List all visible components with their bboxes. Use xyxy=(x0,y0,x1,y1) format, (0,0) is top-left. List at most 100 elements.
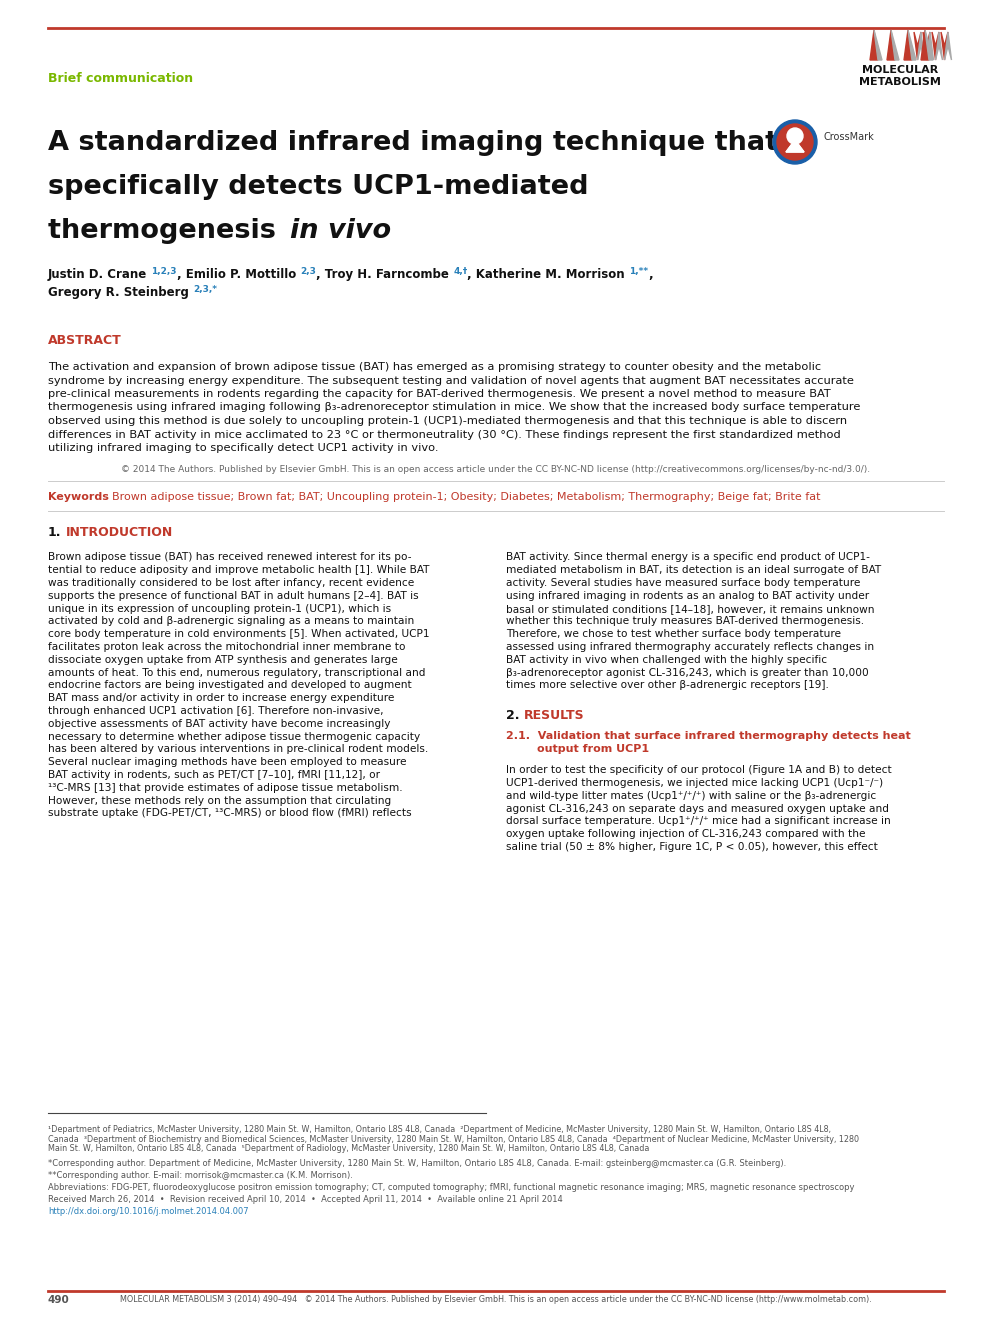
Text: **Corresponding author. E-mail: morrisok@mcmaster.ca (K.M. Morrison).: **Corresponding author. E-mail: morrisok… xyxy=(48,1171,353,1180)
Circle shape xyxy=(773,120,817,164)
Text: agonist CL-316,243 on separate days and measured oxygen uptake and: agonist CL-316,243 on separate days and … xyxy=(506,803,889,814)
Text: 1,2,3: 1,2,3 xyxy=(152,267,177,277)
Text: 2,3: 2,3 xyxy=(301,267,316,277)
Text: pre-clinical measurements in rodents regarding the capacity for BAT-derived ther: pre-clinical measurements in rodents reg… xyxy=(48,389,830,400)
Text: Several nuclear imaging methods have been employed to measure: Several nuclear imaging methods have bee… xyxy=(48,757,407,767)
Text: UCP1-derived thermogenesis, we injected mice lacking UCP1 (Ucp1⁻/⁻): UCP1-derived thermogenesis, we injected … xyxy=(506,778,883,789)
Text: In order to test the specificity of our protocol (Figure 1A and B) to detect: In order to test the specificity of our … xyxy=(506,765,892,775)
Text: 490: 490 xyxy=(48,1295,69,1304)
Text: thermogenesis using infrared imaging following β₃-adrenoreceptor stimulation in : thermogenesis using infrared imaging fol… xyxy=(48,402,860,413)
Text: facilitates proton leak across the mitochondrial inner membrane to: facilitates proton leak across the mitoc… xyxy=(48,642,406,652)
Text: oxygen uptake following injection of CL-316,243 compared with the: oxygen uptake following injection of CL-… xyxy=(506,830,865,839)
Text: METABOLISM: METABOLISM xyxy=(859,77,941,87)
Text: necessary to determine whether adipose tissue thermogenic capacity: necessary to determine whether adipose t… xyxy=(48,732,421,742)
Text: 2.: 2. xyxy=(506,709,520,722)
Polygon shape xyxy=(921,30,929,60)
Text: 2,3,*: 2,3,* xyxy=(193,284,217,294)
Text: RESULTS: RESULTS xyxy=(524,709,584,722)
Text: has been altered by various interventions in pre-clinical rodent models.: has been altered by various intervention… xyxy=(48,745,429,754)
Text: ¹Department of Pediatrics, McMaster University, 1280 Main St. W, Hamilton, Ontar: ¹Department of Pediatrics, McMaster Univ… xyxy=(48,1125,831,1134)
Polygon shape xyxy=(944,32,951,60)
Text: activity. Several studies have measured surface body temperature: activity. Several studies have measured … xyxy=(506,578,860,589)
Text: dissociate oxygen uptake from ATP synthesis and generates large: dissociate oxygen uptake from ATP synthe… xyxy=(48,655,398,665)
Text: , Troy H. Farncombe: , Troy H. Farncombe xyxy=(316,269,453,280)
Text: assessed using infrared thermography accurately reflects changes in: assessed using infrared thermography acc… xyxy=(506,642,874,652)
Text: Justin D. Crane: Justin D. Crane xyxy=(48,269,152,280)
Circle shape xyxy=(777,124,813,160)
Polygon shape xyxy=(891,30,899,60)
Text: amounts of heat. To this end, numerous regulatory, transcriptional and: amounts of heat. To this end, numerous r… xyxy=(48,668,426,677)
Text: supports the presence of functional BAT in adult humans [2–4]. BAT is: supports the presence of functional BAT … xyxy=(48,591,419,601)
Text: http://dx.doi.org/10.1016/j.molmet.2014.04.007: http://dx.doi.org/10.1016/j.molmet.2014.… xyxy=(48,1208,249,1217)
Text: 1.: 1. xyxy=(48,527,62,540)
Text: ,: , xyxy=(648,269,653,280)
Text: using infrared imaging in rodents as an analog to BAT activity under: using infrared imaging in rodents as an … xyxy=(506,591,869,601)
Text: tential to reduce adiposity and improve metabolic health [1]. While BAT: tential to reduce adiposity and improve … xyxy=(48,565,430,576)
Text: syndrome by increasing energy expenditure. The subsequent testing and validation: syndrome by increasing energy expenditur… xyxy=(48,376,854,385)
Polygon shape xyxy=(870,30,878,60)
Polygon shape xyxy=(927,32,933,60)
Text: whether this technique truly measures BAT-derived thermogenesis.: whether this technique truly measures BA… xyxy=(506,617,864,627)
Text: saline trial (50 ± 8% higher, Figure 1C, P < 0.05), however, this effect: saline trial (50 ± 8% higher, Figure 1C,… xyxy=(506,843,878,852)
Text: Gregory R. Steinberg: Gregory R. Steinberg xyxy=(48,286,193,299)
Text: core body temperature in cold environments [5]. When activated, UCP1: core body temperature in cold environmen… xyxy=(48,630,430,639)
Text: unique in its expression of uncoupling protein-1 (UCP1), which is: unique in its expression of uncoupling p… xyxy=(48,603,391,614)
Text: A standardized infrared imaging technique that: A standardized infrared imaging techniqu… xyxy=(48,130,778,156)
Text: BAT activity in rodents, such as PET/CT [7–10], fMRI [11,12], or: BAT activity in rodents, such as PET/CT … xyxy=(48,770,380,781)
Text: BAT activity in vivo when challenged with the highly specific: BAT activity in vivo when challenged wit… xyxy=(506,655,827,665)
Polygon shape xyxy=(918,32,925,60)
Polygon shape xyxy=(925,30,933,60)
Text: differences in BAT activity in mice acclimated to 23 °C or thermoneutrality (30 : differences in BAT activity in mice accl… xyxy=(48,430,841,439)
Polygon shape xyxy=(887,30,895,60)
Text: BAT activity. Since thermal energy is a specific end product of UCP1-: BAT activity. Since thermal energy is a … xyxy=(506,553,870,562)
Text: and wild-type litter mates (Ucp1⁺/⁺/⁺) with saline or the β₃-adrenergic: and wild-type litter mates (Ucp1⁺/⁺/⁺) w… xyxy=(506,791,876,800)
Polygon shape xyxy=(786,140,804,152)
Text: dorsal surface temperature. Ucp1⁺/⁺/⁺ mice had a significant increase in: dorsal surface temperature. Ucp1⁺/⁺/⁺ mi… xyxy=(506,816,891,827)
Text: Therefore, we chose to test whether surface body temperature: Therefore, we chose to test whether surf… xyxy=(506,630,841,639)
Text: , Emilio P. Mottillo: , Emilio P. Mottillo xyxy=(177,269,301,280)
Text: Received March 26, 2014  •  Revision received April 10, 2014  •  Accepted April : Received March 26, 2014 • Revision recei… xyxy=(48,1196,562,1204)
Text: was traditionally considered to be lost after infancy, recent evidence: was traditionally considered to be lost … xyxy=(48,578,415,589)
Text: utilizing infrared imaging to specifically detect UCP1 activity in vivo.: utilizing infrared imaging to specifical… xyxy=(48,443,438,452)
Text: specifically detects UCP1-mediated: specifically detects UCP1-mediated xyxy=(48,175,588,200)
Text: Brief communication: Brief communication xyxy=(48,71,193,85)
Text: Main St. W, Hamilton, Ontario L8S 4L8, Canada  ⁵Department of Radiology, McMaste: Main St. W, Hamilton, Ontario L8S 4L8, C… xyxy=(48,1144,650,1154)
Polygon shape xyxy=(923,32,930,60)
Text: substrate uptake (FDG-PET/CT, ¹³C-MRS) or blood flow (fMRI) reflects: substrate uptake (FDG-PET/CT, ¹³C-MRS) o… xyxy=(48,808,412,819)
Polygon shape xyxy=(904,30,912,60)
Text: Brown adipose tissue; Brown fat; BAT; Uncoupling protein-1; Obesity; Diabetes; M: Brown adipose tissue; Brown fat; BAT; Un… xyxy=(112,492,820,503)
Text: BAT mass and/or activity in order to increase energy expenditure: BAT mass and/or activity in order to inc… xyxy=(48,693,395,704)
Text: through enhanced UCP1 activation [6]. Therefore non-invasive,: through enhanced UCP1 activation [6]. Th… xyxy=(48,706,384,716)
Text: INTRODUCTION: INTRODUCTION xyxy=(66,527,174,540)
Text: CrossMark: CrossMark xyxy=(823,132,874,142)
Text: basal or stimulated conditions [14–18], however, it remains unknown: basal or stimulated conditions [14–18], … xyxy=(506,603,875,614)
Text: Abbreviations: FDG-PET, fluorodeoxyglucose positron emission tomography; CT, com: Abbreviations: FDG-PET, fluorodeoxygluco… xyxy=(48,1184,854,1192)
Text: MOLECULAR: MOLECULAR xyxy=(862,65,938,75)
Text: activated by cold and β-adrenergic signaling as a means to maintain: activated by cold and β-adrenergic signa… xyxy=(48,617,415,627)
Text: However, these methods rely on the assumption that circulating: However, these methods rely on the assum… xyxy=(48,795,391,806)
Polygon shape xyxy=(941,32,948,60)
Text: The activation and expansion of brown adipose tissue (BAT) has emerged as a prom: The activation and expansion of brown ad… xyxy=(48,363,821,372)
Polygon shape xyxy=(908,30,916,60)
Text: observed using this method is due solely to uncoupling protein-1 (UCP1)-mediated: observed using this method is due solely… xyxy=(48,415,847,426)
Polygon shape xyxy=(914,32,921,60)
Text: *Corresponding author. Department of Medicine, McMaster University, 1280 Main St: *Corresponding author. Department of Med… xyxy=(48,1159,787,1168)
Text: 4,†: 4,† xyxy=(453,267,467,277)
Text: output from UCP1: output from UCP1 xyxy=(506,745,649,754)
Text: ABSTRACT: ABSTRACT xyxy=(48,333,122,347)
Text: Canada  ³Department of Biochemistry and Biomedical Sciences, McMaster University: Canada ³Department of Biochemistry and B… xyxy=(48,1135,859,1143)
Text: in vivo: in vivo xyxy=(290,218,391,243)
Text: times more selective over other β-adrenergic receptors [19].: times more selective over other β-adrene… xyxy=(506,680,829,691)
Text: ¹³C-MRS [13] that provide estimates of adipose tissue metabolism.: ¹³C-MRS [13] that provide estimates of a… xyxy=(48,783,403,792)
Text: 2.1.  Validation that surface infrared thermography detects heat: 2.1. Validation that surface infrared th… xyxy=(506,732,911,741)
Text: , Katherine M. Morrison: , Katherine M. Morrison xyxy=(467,269,629,280)
Polygon shape xyxy=(932,32,939,60)
Text: MOLECULAR METABOLISM 3 (2014) 490–494   © 2014 The Authors. Published by Elsevie: MOLECULAR METABOLISM 3 (2014) 490–494 © … xyxy=(120,1295,872,1304)
Text: 1,**: 1,** xyxy=(629,267,648,277)
Circle shape xyxy=(787,128,803,144)
Polygon shape xyxy=(786,140,804,152)
Text: mediated metabolism in BAT, its detection is an ideal surrogate of BAT: mediated metabolism in BAT, its detectio… xyxy=(506,565,881,576)
Text: endocrine factors are being investigated and developed to augment: endocrine factors are being investigated… xyxy=(48,680,412,691)
Text: Brown adipose tissue (BAT) has received renewed interest for its po-: Brown adipose tissue (BAT) has received … xyxy=(48,553,412,562)
Text: β₃-adrenoreceptor agonist CL-316,243, which is greater than 10,000: β₃-adrenoreceptor agonist CL-316,243, wh… xyxy=(506,668,869,677)
